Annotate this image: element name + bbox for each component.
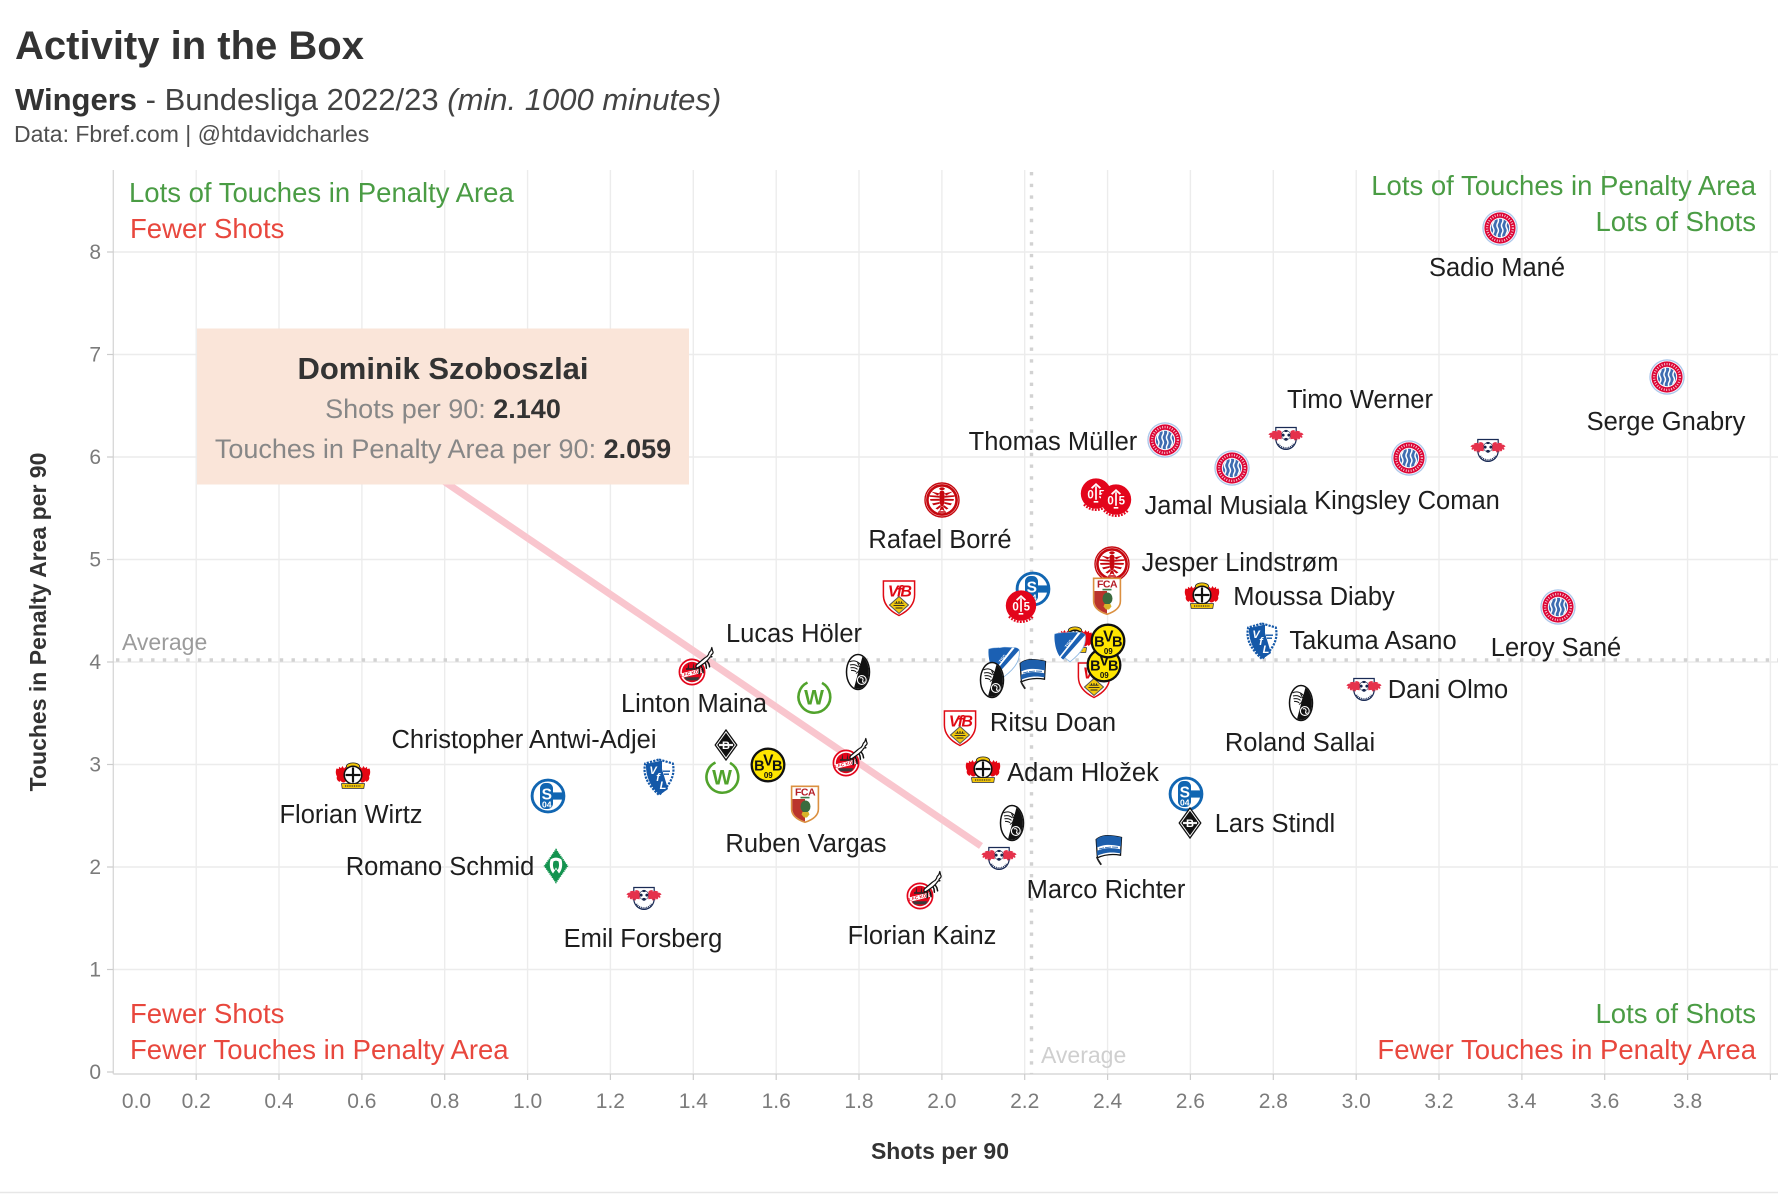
svg-text:Thomas Müller: Thomas Müller — [969, 428, 1138, 456]
svg-text:Sadio Mané: Sadio Mané — [1429, 254, 1565, 282]
svg-text:Ruben Vargas: Ruben Vargas — [725, 830, 886, 858]
svg-text:Fewer Shots: Fewer Shots — [130, 998, 284, 1029]
svg-text:Lots of Shots: Lots of Shots — [1595, 998, 1756, 1029]
svg-text:Average: Average — [1041, 1042, 1126, 1068]
svg-text:1.8: 1.8 — [844, 1090, 873, 1113]
svg-text:2.4: 2.4 — [1093, 1090, 1123, 1113]
svg-text:Lucas Höler: Lucas Höler — [726, 620, 863, 648]
svg-text:Timo Werner: Timo Werner — [1287, 386, 1433, 414]
svg-text:0: 0 — [89, 1061, 101, 1084]
svg-text:Takuma Asano: Takuma Asano — [1289, 627, 1456, 655]
svg-text:0.8: 0.8 — [430, 1090, 459, 1113]
svg-text:Roland Sallai: Roland Sallai — [1225, 729, 1375, 757]
svg-text:Rafael Borré: Rafael Borré — [868, 526, 1011, 554]
svg-text:Marco Richter: Marco Richter — [1027, 876, 1186, 904]
svg-text:Fewer Touches in Penalty Area: Fewer Touches in Penalty Area — [1377, 1034, 1756, 1065]
svg-text:Touches in Penalty Area per 90: Touches in Penalty Area per 90: 2.059 — [215, 434, 671, 464]
svg-text:0.6: 0.6 — [347, 1090, 376, 1113]
svg-text:4: 4 — [89, 651, 101, 674]
svg-text:Fewer Shots: Fewer Shots — [130, 213, 284, 244]
svg-text:Kingsley Coman: Kingsley Coman — [1314, 487, 1500, 515]
svg-text:Lots of Touches in Penalty Are: Lots of Touches in Penalty Area — [1371, 170, 1756, 201]
svg-text:2.2: 2.2 — [1010, 1090, 1039, 1113]
svg-text:3.4: 3.4 — [1507, 1090, 1537, 1113]
svg-text:Lots of Touches in Penalty Are: Lots of Touches in Penalty Area — [129, 177, 514, 208]
svg-text:Shots per 90: 2.140: Shots per 90: 2.140 — [325, 394, 561, 424]
svg-text:Christopher Antwi-Adjei: Christopher Antwi-Adjei — [391, 726, 656, 754]
svg-text:1.4: 1.4 — [679, 1090, 709, 1113]
svg-text:0.0: 0.0 — [122, 1090, 151, 1113]
svg-text:Emil Forsberg: Emil Forsberg — [564, 925, 723, 953]
svg-text:Dominik Szoboszlai: Dominik Szoboszlai — [297, 351, 588, 386]
svg-text:3.6: 3.6 — [1590, 1090, 1619, 1113]
svg-text:2.6: 2.6 — [1176, 1090, 1205, 1113]
svg-text:1.2: 1.2 — [596, 1090, 625, 1113]
svg-text:Jesper Lindstrøm: Jesper Lindstrøm — [1142, 549, 1339, 577]
svg-text:3.8: 3.8 — [1673, 1090, 1702, 1113]
svg-text:Serge Gnabry: Serge Gnabry — [1587, 408, 1746, 436]
svg-text:Dani Olmo: Dani Olmo — [1388, 676, 1508, 704]
svg-text:2: 2 — [89, 856, 101, 879]
svg-text:1.0: 1.0 — [513, 1090, 542, 1113]
svg-text:Wingers - Bundesliga 2022/23 (: Wingers - Bundesliga 2022/23 (min. 1000 … — [15, 82, 721, 117]
svg-text:Ritsu Doan: Ritsu Doan — [990, 709, 1116, 737]
svg-text:3.0: 3.0 — [1342, 1090, 1371, 1113]
svg-text:Shots per 90: Shots per 90 — [871, 1138, 1009, 1164]
svg-text:0.4: 0.4 — [264, 1090, 294, 1113]
svg-text:Adam Hložek: Adam Hložek — [1007, 759, 1159, 787]
svg-text:Linton Maina: Linton Maina — [621, 690, 768, 718]
svg-text:Florian Wirtz: Florian Wirtz — [279, 801, 422, 829]
svg-text:5: 5 — [89, 549, 101, 572]
svg-text:Average: Average — [122, 629, 207, 655]
svg-text:Leroy Sané: Leroy Sané — [1491, 634, 1621, 662]
svg-text:3.2: 3.2 — [1424, 1090, 1453, 1113]
svg-text:Data: Fbref.com | @htdavidchar: Data: Fbref.com | @htdavidcharles — [14, 121, 369, 147]
svg-text:Florian Kainz: Florian Kainz — [848, 922, 997, 950]
svg-text:Romano Schmid: Romano Schmid — [346, 853, 535, 881]
svg-text:Activity in the Box: Activity in the Box — [15, 24, 364, 68]
svg-text:6: 6 — [89, 446, 101, 469]
svg-text:Moussa Diaby: Moussa Diaby — [1233, 583, 1395, 611]
svg-text:7: 7 — [89, 344, 101, 367]
svg-text:Lars Stindl: Lars Stindl — [1215, 810, 1335, 838]
svg-text:1: 1 — [89, 959, 101, 982]
svg-text:Fewer Touches in Penalty Area: Fewer Touches in Penalty Area — [130, 1034, 509, 1065]
svg-text:1.6: 1.6 — [762, 1090, 791, 1113]
svg-text:Jamal Musiala: Jamal Musiala — [1145, 492, 1309, 520]
svg-text:3: 3 — [89, 754, 101, 777]
svg-text:0.2: 0.2 — [182, 1090, 211, 1113]
svg-text:2.8: 2.8 — [1259, 1090, 1288, 1113]
svg-text:8: 8 — [89, 241, 101, 264]
svg-text:Touches in Penalty Area per 90: Touches in Penalty Area per 90 — [25, 453, 51, 792]
svg-text:2.0: 2.0 — [927, 1090, 956, 1113]
svg-text:Lots of Shots: Lots of Shots — [1595, 206, 1756, 237]
